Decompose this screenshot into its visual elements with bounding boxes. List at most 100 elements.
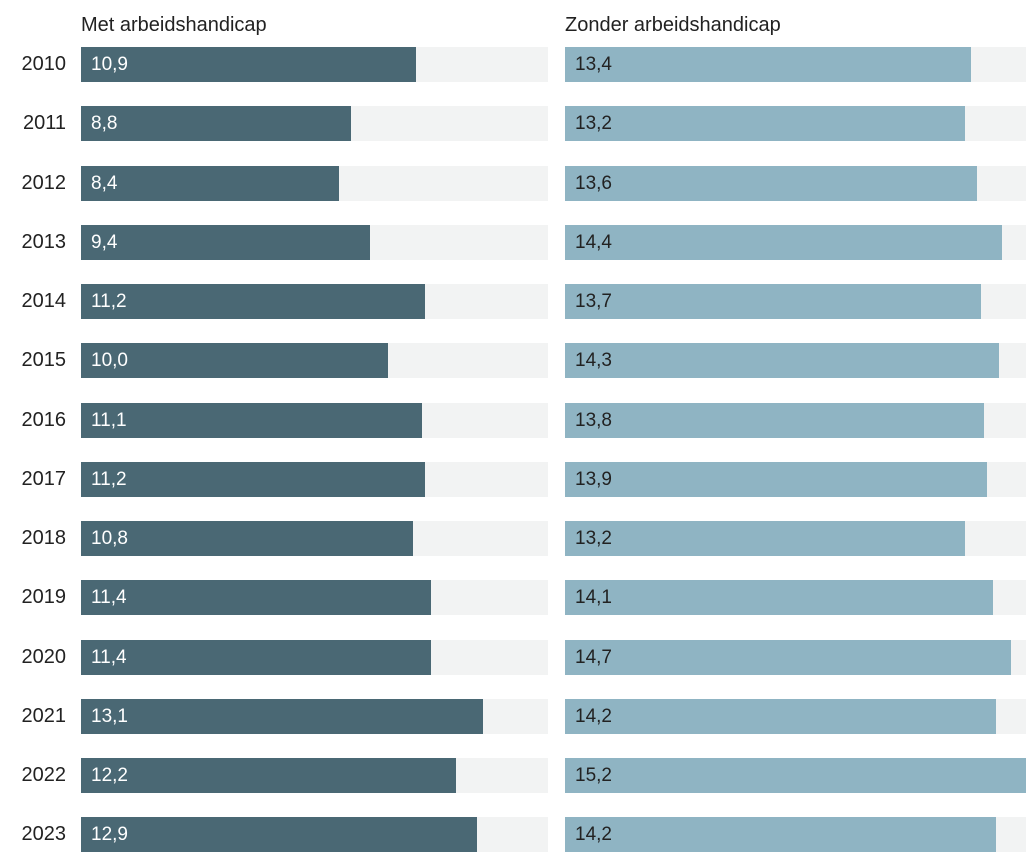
bar-track: 9,4: [81, 224, 548, 260]
bar: [81, 758, 456, 793]
bar-track: 13,2: [565, 106, 1026, 142]
bar: [565, 224, 1002, 260]
bar: [81, 224, 370, 260]
bar-track: 13,9: [565, 461, 1026, 497]
data-label: 11,1: [91, 409, 127, 431]
bar-track: 13,2: [565, 521, 1026, 556]
bar: [565, 758, 1026, 793]
bar: [565, 461, 987, 497]
data-label: 14,1: [575, 587, 612, 609]
data-label: 11,4: [91, 587, 127, 609]
bar-track: 8,4: [81, 165, 548, 201]
data-label: 14,3: [575, 350, 612, 372]
bar-track: 11,2: [81, 284, 548, 319]
bar-track: 10,9: [81, 47, 548, 82]
bar-track: 12,9: [81, 817, 548, 852]
data-label: 13,2: [575, 528, 612, 549]
bar: [565, 47, 972, 82]
year-label: 2011: [22, 112, 66, 135]
data-label: 15,2: [575, 765, 612, 786]
year-label: 2022: [21, 764, 67, 786]
year-label: 2019: [21, 586, 67, 609]
bar: [81, 47, 416, 82]
bar-track: 14,3: [565, 343, 1026, 379]
data-label: 13,1: [91, 705, 128, 727]
panel-title-0: Met arbeidshandicap: [81, 14, 267, 36]
data-label: 11,4: [91, 646, 127, 668]
data-label: 14,2: [575, 705, 612, 727]
bar: [81, 461, 426, 497]
bar: [565, 284, 981, 319]
bar-track: 13,1: [81, 698, 548, 734]
bar-track: 10,0: [81, 343, 548, 379]
data-label: 11,2: [91, 291, 127, 312]
bar: [565, 343, 999, 379]
bar-track: 10,8: [81, 521, 548, 556]
bar-track: 15,2: [565, 758, 1026, 793]
year-label: 2021: [21, 704, 67, 727]
year-label: 2023: [21, 823, 67, 846]
data-label: 13,2: [575, 113, 612, 135]
data-label: 10,0: [91, 350, 128, 372]
year-label: 2014: [21, 290, 67, 312]
bar: [565, 698, 996, 734]
bar-track: 8,8: [81, 106, 548, 142]
data-label: 13,9: [575, 468, 612, 490]
data-label: 14,4: [575, 231, 612, 253]
bar: [565, 817, 996, 852]
bar-track: 12,2: [81, 758, 548, 793]
year-label: 2013: [21, 230, 67, 253]
data-label: 13,6: [575, 172, 612, 194]
bar-track: 14,2: [565, 817, 1026, 852]
data-label: 14,2: [575, 824, 612, 846]
data-label: 12,2: [91, 765, 128, 786]
year-label: 2012: [21, 171, 67, 194]
year-label: 2015: [21, 349, 67, 372]
bar-track: 11,4: [81, 580, 548, 616]
bar: [81, 402, 423, 438]
data-label: 12,9: [91, 824, 128, 846]
bar: [81, 106, 352, 142]
data-label: 10,9: [91, 54, 128, 75]
bar-track: 11,4: [81, 639, 548, 675]
bar: [565, 106, 966, 142]
bar: [565, 165, 978, 201]
bar-track: 13,6: [565, 165, 1026, 201]
bar: [81, 521, 413, 556]
bar: [81, 284, 426, 319]
bar-track: 14,4: [565, 224, 1026, 260]
data-label: 9,4: [91, 231, 118, 253]
bar: [565, 580, 993, 616]
data-label: 8,8: [91, 113, 118, 135]
bar-track: 13,4: [565, 47, 1026, 82]
year-label: 2010: [21, 53, 67, 75]
bar: [81, 698, 484, 734]
bar: [81, 343, 389, 379]
bar: [81, 639, 432, 675]
data-label: 13,8: [575, 409, 612, 431]
bar-track: 11,2: [81, 461, 548, 497]
bar: [81, 165, 340, 201]
bar-track: 13,8: [565, 402, 1026, 438]
bar: [565, 402, 984, 438]
bar-track: 14,2: [565, 698, 1026, 734]
bar-track: 14,7: [565, 639, 1026, 675]
bar: [81, 817, 478, 852]
data-label: 14,7: [575, 646, 612, 668]
data-label: 10,8: [91, 528, 128, 549]
bar-track: 14,1: [565, 580, 1026, 616]
bar: [565, 521, 966, 556]
data-label: 13,4: [575, 54, 612, 75]
data-label: 13,7: [575, 291, 612, 312]
bar: [565, 639, 1011, 675]
data-label: 11,2: [91, 468, 127, 490]
year-label: 2017: [21, 467, 67, 490]
bar-track: 13,7: [565, 284, 1026, 319]
year-label: 2020: [21, 645, 67, 668]
year-label: 2018: [21, 527, 67, 549]
year-label: 2016: [21, 408, 67, 431]
panel-title-1: Zonder arbeidshandicap: [565, 14, 781, 36]
bar-track: 11,1: [81, 402, 548, 438]
data-label: 8,4: [91, 172, 118, 194]
